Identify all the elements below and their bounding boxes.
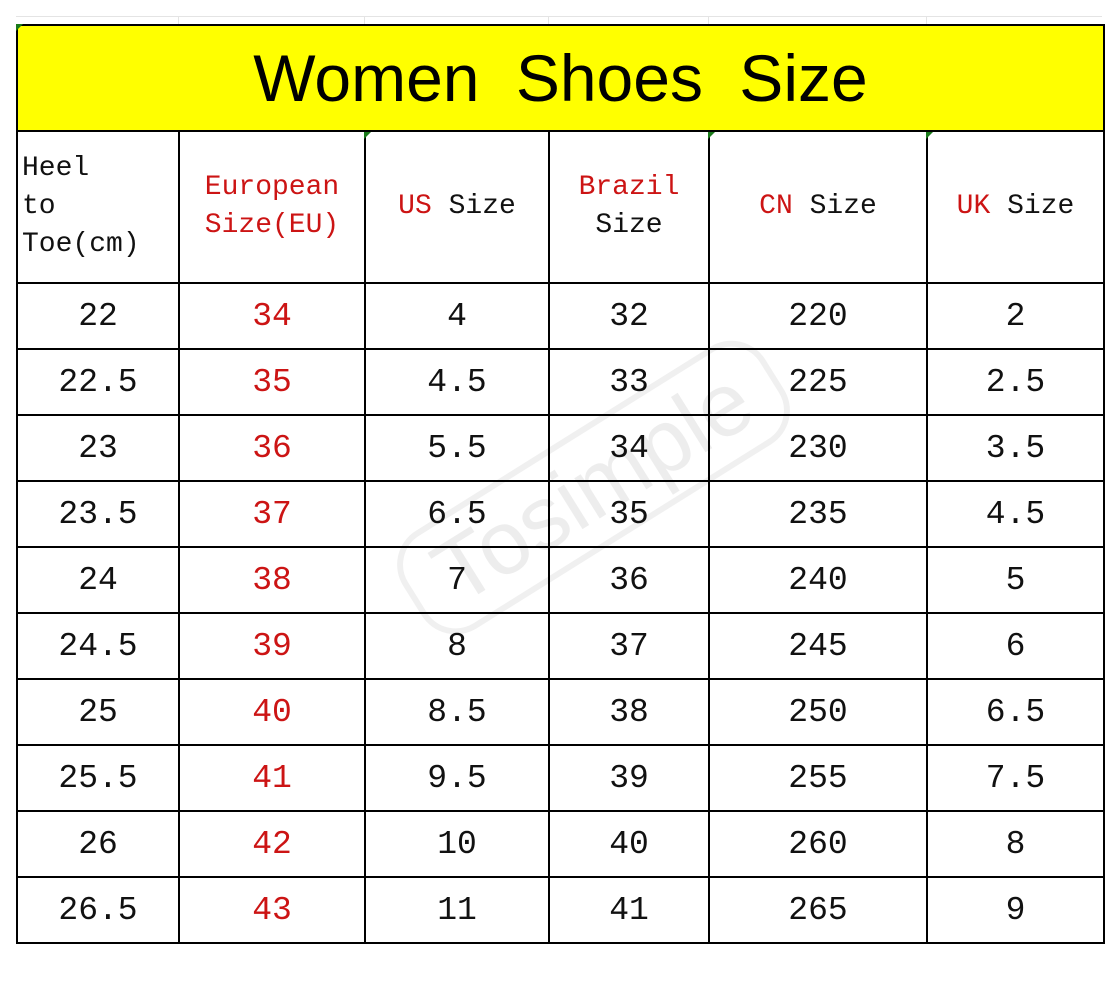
cell-us: 9.5	[364, 744, 550, 812]
table-row: 23.5 37 6.5 35 235 4.5	[16, 480, 1105, 548]
cell-uk: 6.5	[926, 678, 1105, 746]
cell-cn: 230	[708, 414, 928, 482]
header-red-text: Brazil	[578, 172, 680, 203]
header-red-text: UK	[956, 191, 991, 222]
cell-eu: 39	[178, 612, 366, 680]
header-text: Size	[595, 210, 663, 241]
cell-cn: 235	[708, 480, 928, 548]
cell-uk: 6	[926, 612, 1105, 680]
cell-heel-to-toe: 24	[16, 546, 180, 614]
cell-uk: 2	[926, 282, 1105, 350]
sheet-gridline	[178, 16, 179, 24]
header-text: Size	[448, 191, 516, 222]
header-brazil: Brazil Size	[548, 130, 710, 284]
cell-eu: 41	[178, 744, 366, 812]
cell-eu: 36	[178, 414, 366, 482]
cell-comment-marker	[16, 24, 23, 31]
cell-brazil: 41	[548, 876, 710, 944]
size-chart-table: Women Shoes Size Heel to Toe(cm) Europea…	[16, 24, 1105, 944]
cell-heel-to-toe: 23	[16, 414, 180, 482]
cell-cn: 225	[708, 348, 928, 416]
cell-heel-to-toe: 25.5	[16, 744, 180, 812]
table-row: 23 36 5.5 34 230 3.5	[16, 414, 1105, 482]
sheet-gridline	[548, 16, 549, 24]
cell-brazil: 38	[548, 678, 710, 746]
table-row: 25 40 8.5 38 250 6.5	[16, 678, 1105, 746]
cell-cn: 255	[708, 744, 928, 812]
table-row: 24.5 39 8 37 245 6	[16, 612, 1105, 680]
table-row: 24 38 7 36 240 5	[16, 546, 1105, 614]
cell-cn: 250	[708, 678, 928, 746]
table-row: 26.5 43 11 41 265 9	[16, 876, 1105, 944]
header-heel-to-toe: Heel to Toe(cm)	[16, 130, 180, 284]
table-row: 22 34 4 32 220 2	[16, 282, 1105, 350]
cell-cn: 240	[708, 546, 928, 614]
cell-uk: 7.5	[926, 744, 1105, 812]
cell-us: 5.5	[364, 414, 550, 482]
cell-eu: 38	[178, 546, 366, 614]
cell-cn: 265	[708, 876, 928, 944]
cell-uk: 5	[926, 546, 1105, 614]
cell-eu: 35	[178, 348, 366, 416]
cell-us: 8	[364, 612, 550, 680]
header-red-text: US	[398, 191, 432, 222]
cell-uk: 8	[926, 810, 1105, 878]
header-cn: CN Size	[708, 130, 928, 284]
cell-heel-to-toe: 24.5	[16, 612, 180, 680]
header-us: US Size	[364, 130, 550, 284]
cell-heel-to-toe: 26.5	[16, 876, 180, 944]
sheet-gridline	[16, 16, 1102, 17]
cell-brazil: 35	[548, 480, 710, 548]
cell-eu: 43	[178, 876, 366, 944]
cell-us: 8.5	[364, 678, 550, 746]
cell-brazil: 36	[548, 546, 710, 614]
cell-eu: 40	[178, 678, 366, 746]
cell-heel-to-toe: 22.5	[16, 348, 180, 416]
cell-uk: 9	[926, 876, 1105, 944]
cell-us: 10	[364, 810, 550, 878]
cell-heel-to-toe: 26	[16, 810, 180, 878]
header-text: European Size(EU)	[204, 172, 340, 241]
cell-uk: 4.5	[926, 480, 1105, 548]
cell-us: 11	[364, 876, 550, 944]
header-uk: UK Size	[926, 130, 1105, 284]
table-row: 22.5 35 4.5 33 225 2.5	[16, 348, 1105, 416]
cell-brazil: 37	[548, 612, 710, 680]
cell-us: 7	[364, 546, 550, 614]
table-row: 25.5 41 9.5 39 255 7.5	[16, 744, 1105, 812]
header-text: Heel to Toe(cm)	[22, 153, 140, 260]
chart-title: Women Shoes Size	[16, 24, 1105, 132]
header-text: Size	[1007, 191, 1075, 222]
cell-eu: 42	[178, 810, 366, 878]
cell-comment-marker	[364, 132, 371, 139]
cell-us: 4	[364, 282, 550, 350]
cell-brazil: 32	[548, 282, 710, 350]
cell-brazil: 33	[548, 348, 710, 416]
cell-brazil: 40	[548, 810, 710, 878]
cell-cn: 260	[708, 810, 928, 878]
sheet-gridline	[364, 16, 365, 24]
cell-cn: 245	[708, 612, 928, 680]
cell-eu: 37	[178, 480, 366, 548]
cell-uk: 2.5	[926, 348, 1105, 416]
cell-comment-marker	[926, 132, 933, 139]
cell-heel-to-toe: 22	[16, 282, 180, 350]
cell-eu: 34	[178, 282, 366, 350]
cell-comment-marker	[708, 132, 715, 139]
sheet-gridline	[708, 16, 709, 24]
cell-heel-to-toe: 23.5	[16, 480, 180, 548]
cell-us: 4.5	[364, 348, 550, 416]
cell-uk: 3.5	[926, 414, 1105, 482]
cell-heel-to-toe: 25	[16, 678, 180, 746]
header-red-text: CN	[759, 191, 793, 222]
cell-brazil: 34	[548, 414, 710, 482]
cell-brazil: 39	[548, 744, 710, 812]
cell-cn: 220	[708, 282, 928, 350]
header-text: Size	[809, 191, 877, 222]
cell-us: 6.5	[364, 480, 550, 548]
table-row: 26 42 10 40 260 8	[16, 810, 1105, 878]
sheet-gridline	[926, 16, 927, 24]
header-european: European Size(EU)	[178, 130, 366, 284]
header-row: Heel to Toe(cm) European Size(EU) US Siz…	[16, 130, 1105, 284]
